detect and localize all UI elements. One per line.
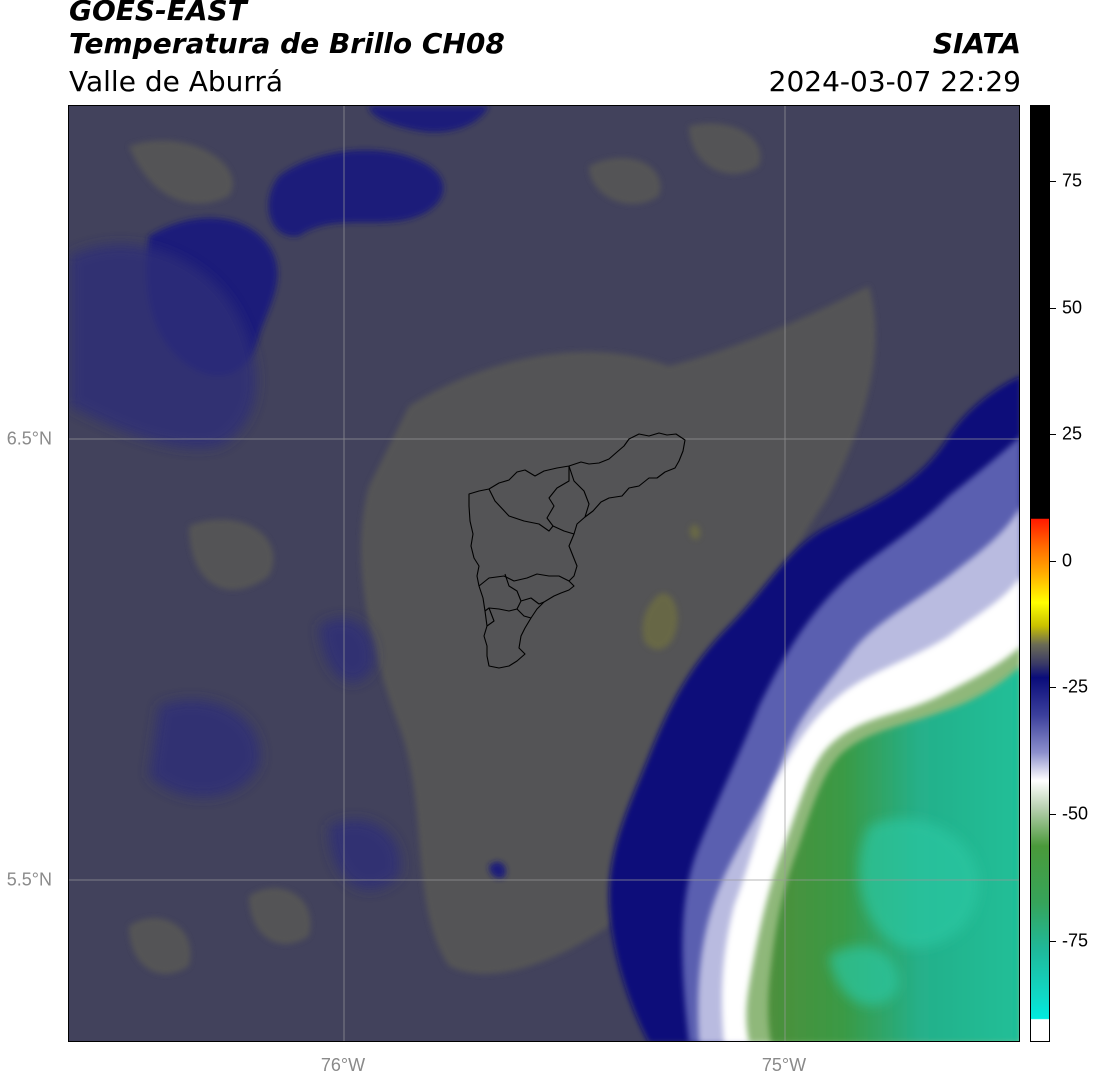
colorbar-tick (1050, 308, 1056, 309)
colorbar-tick-label: 0 (1062, 550, 1073, 571)
colorbar-gradient (1031, 106, 1049, 1041)
title-satellite: GOES-EAST (69, 0, 247, 27)
colorbar (1030, 105, 1050, 1042)
lat-label-6-5n: 6.5°N (6, 428, 52, 449)
warm-core (642, 524, 701, 650)
mid-blue-patches (69, 244, 401, 890)
boundary-inner-4 (478, 573, 570, 587)
boundary-inner-7 (516, 608, 532, 619)
graticule (69, 106, 1019, 1041)
colorbar-tick (1050, 181, 1056, 182)
title-product: Temperatura de Brillo CH08 (69, 27, 505, 60)
title-organization: SIATA (932, 27, 1021, 60)
boundary-outer (468, 432, 686, 669)
colorbar-tick-label: -75 (1062, 930, 1089, 951)
title-region: Valle de Aburrá (69, 65, 284, 98)
cloud-system (609, 376, 1019, 1041)
colorbar-tick (1050, 814, 1056, 815)
colorbar-tick (1050, 941, 1056, 942)
colorbar-tick-label: -25 (1062, 676, 1089, 697)
map-panel[interactable] (68, 105, 1020, 1042)
title-timestamp: 2024-03-07 22:29 (768, 65, 1021, 98)
colorbar-tick-label: 25 (1062, 423, 1083, 444)
lon-label-76w: 76°W (320, 1055, 366, 1075)
colorbar-tick-label: 75 (1062, 170, 1083, 191)
municipal-boundaries (468, 432, 686, 669)
brightness-temperature-map (69, 106, 1019, 1041)
lon-label-75w: 75°W (761, 1055, 807, 1075)
colorbar-tick (1050, 687, 1056, 688)
boundary-inner-3 (552, 525, 575, 535)
boundary-inner-2 (568, 465, 590, 518)
colorbar-tick (1050, 561, 1056, 562)
boundary-inner-6 (520, 597, 545, 605)
colorbar-tick-label: -50 (1062, 803, 1089, 824)
lat-label-5-5n: 5.5°N (6, 869, 52, 890)
boundary-inner-8 (486, 607, 495, 627)
colorbar-tick (1050, 434, 1056, 435)
colorbar-tick-label: 50 (1062, 297, 1083, 318)
warm-patches (129, 123, 876, 974)
